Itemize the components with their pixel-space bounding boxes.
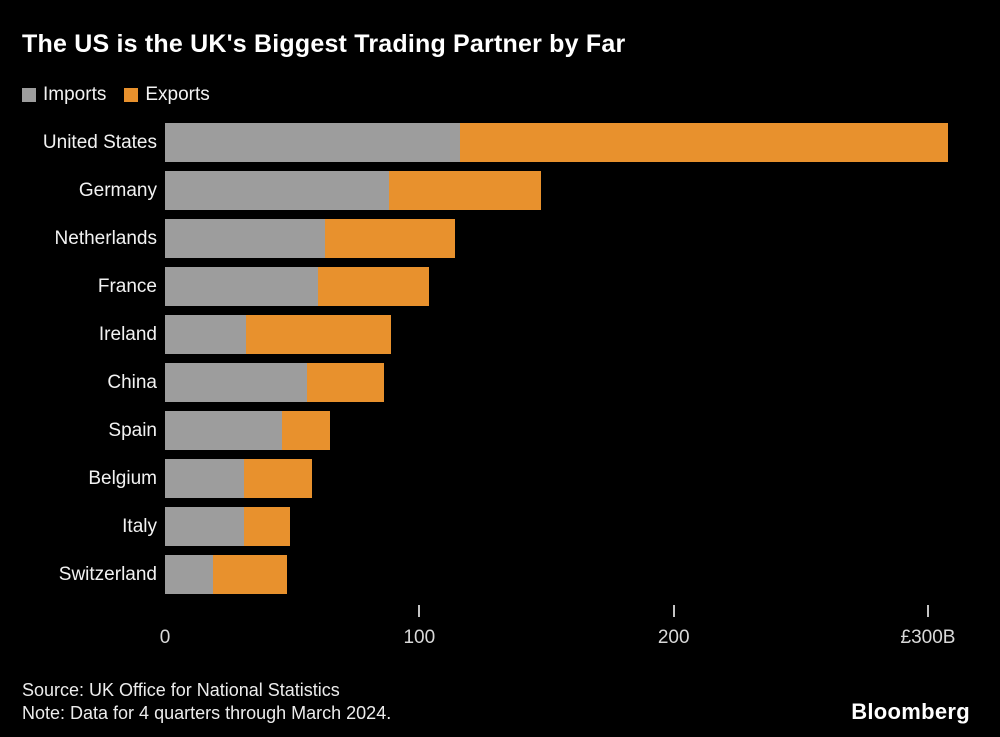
exports-bar-segment — [460, 123, 949, 162]
legend-item-exports: Exports — [124, 84, 210, 106]
x-tick-label: 0 — [159, 627, 171, 648]
exports-bar-segment — [213, 555, 288, 594]
imports-bar-segment — [165, 219, 326, 258]
axis-tick — [418, 605, 421, 617]
source-block: Source: UK Office for National Statistic… — [22, 679, 391, 725]
category-label: Germany — [78, 179, 157, 201]
bar-row: United States — [22, 123, 970, 162]
exports-bar-segment — [388, 171, 542, 210]
note-text: Note: Data for 4 quarters through March … — [22, 703, 392, 723]
footer: Source: UK Office for National Statistic… — [22, 679, 970, 725]
exports-bar-segment — [307, 363, 384, 402]
imports-bar-segment — [165, 555, 214, 594]
imports-bar-segment — [165, 123, 460, 162]
bar-row: Germany — [22, 171, 970, 210]
imports-bar-segment — [165, 507, 244, 546]
category-label: Belgium — [88, 467, 157, 489]
legend-label: Imports — [43, 84, 107, 105]
imports-bar-segment — [165, 363, 308, 402]
axis-tick — [927, 605, 929, 617]
imports-bar-segment — [165, 411, 282, 450]
imports-bar-segment — [165, 267, 318, 306]
bar-track — [165, 507, 290, 546]
imports-bar-segment — [165, 171, 389, 210]
source-text: Source: UK Office for National Statistic… — [22, 680, 340, 700]
x-axis: 0 100 200 £300B — [160, 603, 970, 655]
bar-track — [165, 411, 331, 450]
bar-row: Ireland — [22, 315, 970, 354]
bar-track — [165, 123, 949, 162]
bar-row: Italy — [22, 507, 970, 546]
bar-track — [165, 219, 455, 258]
bar-chart: United States Germany Netherlands France Ire… — [22, 123, 970, 594]
exports-bar-segment — [243, 459, 313, 498]
imports-swatch-icon — [22, 88, 36, 102]
bar-track — [165, 555, 288, 594]
bar-row: Netherlands — [22, 219, 970, 258]
bar-track — [165, 363, 384, 402]
x-tick-label: 200 — [657, 627, 690, 648]
exports-bar-segment — [246, 315, 392, 354]
category-label: France — [97, 275, 157, 297]
category-label: China — [107, 371, 157, 393]
bar-row: France — [22, 267, 970, 306]
exports-bar-segment — [317, 267, 430, 306]
bar-row: Belgium — [22, 459, 970, 498]
x-tick-label: 100 — [403, 627, 436, 648]
bloomberg-logo: Bloomberg — [851, 699, 970, 724]
axis-tick — [672, 605, 675, 617]
category-label: Spain — [108, 419, 157, 441]
exports-bar-segment — [325, 219, 455, 258]
x-tick-label: £300B — [900, 627, 956, 648]
category-label: Netherlands — [54, 227, 157, 249]
legend-item-imports: Imports — [22, 84, 106, 106]
exports-swatch-icon — [124, 88, 139, 102]
category-label: Switzerland — [58, 563, 157, 585]
legend: Imports Exports — [22, 84, 970, 106]
legend-label: Exports — [145, 84, 210, 105]
bar-track — [165, 267, 430, 306]
exports-bar-segment — [243, 507, 290, 546]
bar-row: Spain — [22, 411, 970, 450]
chart-title: The US is the UK's Biggest Trading Partn… — [22, 30, 626, 58]
imports-bar-segment — [165, 459, 244, 498]
category-label: United States — [42, 131, 157, 153]
bar-row: Switzerland — [22, 555, 970, 594]
imports-bar-segment — [165, 315, 247, 354]
category-label: Italy — [122, 515, 157, 537]
category-label: Ireland — [98, 323, 157, 345]
bar-track — [165, 171, 542, 210]
exports-bar-segment — [282, 411, 331, 450]
bar-track — [165, 459, 313, 498]
bar-row: China — [22, 363, 970, 402]
bar-track — [165, 315, 392, 354]
